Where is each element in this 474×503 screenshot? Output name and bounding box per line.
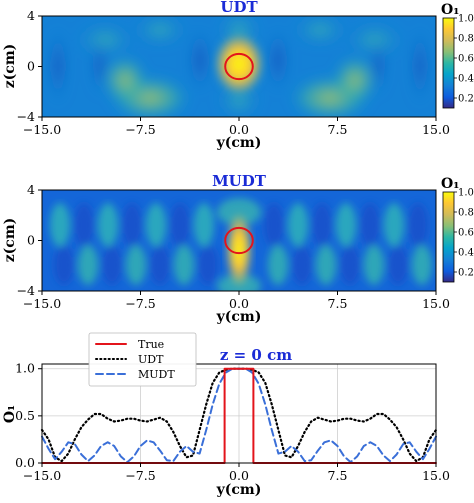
mudt-heatmap-panel: MUDT −15.0 −7.5 0.0 7.5 15.0 4 0 −4 1.0 0.8 0.6 0.4… (2, 172, 474, 325)
x-tick-label: −15.0 (23, 296, 61, 311)
colorbar-tick-label: 0.2 (458, 268, 474, 279)
target-circle (224, 52, 254, 81)
legend-label-true: True (138, 338, 164, 351)
x-tick-label: −7.5 (125, 296, 155, 311)
colorbar-tick-label: 1.0 (458, 14, 474, 25)
colorbar-tick-label: 0.6 (458, 54, 474, 65)
x-tick-label: 7.5 (328, 296, 348, 311)
legend-label-udt: UDT (138, 353, 164, 366)
udt-title: UDT (220, 0, 258, 16)
target-circle (224, 226, 254, 255)
y-tick-label: 0.0 (15, 455, 35, 470)
colorbar-tick-label: 0.8 (458, 208, 474, 219)
x-tick-label: 7.5 (328, 468, 348, 483)
x-tick-label: −7.5 (125, 122, 155, 137)
x-tick-label: 15.0 (422, 296, 450, 311)
y-tick-label: −4 (17, 283, 35, 298)
y-tick-label: 4 (27, 8, 35, 23)
mudt-title: MUDT (212, 172, 267, 190)
line-plot-title: z = 0 cm (220, 346, 292, 364)
y-tick-label: −4 (17, 109, 35, 124)
y-tick-label: 1.0 (15, 361, 35, 376)
mudt-xlabel: y(cm) (216, 309, 262, 325)
colorbar-tick-label: 0.4 (458, 248, 474, 259)
x-tick-label: 15.0 (422, 468, 450, 483)
x-tick-label: 15.0 (422, 122, 450, 137)
legend-label-mudt: MUDT (138, 368, 175, 381)
line-plot-ylabel: O₁ (2, 405, 18, 423)
udt-ylabel: z(cm) (2, 44, 18, 89)
udt-colorbar: O₁ (441, 2, 459, 109)
mudt-colorbar: O₁ (441, 176, 459, 283)
x-tick-label: 0.0 (229, 468, 249, 483)
colorbar-tick-label: 0.8 (458, 34, 474, 45)
x-tick-label: 0.0 (229, 122, 249, 137)
colorbar-tick-label: 1.0 (458, 188, 474, 199)
x-tick-label: 7.5 (328, 122, 348, 137)
x-tick-label: −7.5 (125, 468, 155, 483)
line-plot-panel: z = 0 cm −15.0 −7.5 0.0 7.5 15.0 0.0 0.5 1.0 y(… (2, 332, 450, 498)
y-tick-label: 0 (27, 233, 35, 248)
y-tick-label: 0.5 (15, 408, 35, 423)
mudt-ylabel: z(cm) (2, 218, 18, 263)
udt-heatmap-panel: UDT (2, 0, 474, 151)
colorbar-tick-label: 0.2 (458, 94, 474, 105)
x-tick-label: −15.0 (23, 122, 61, 137)
mudt-heatmap-field (42, 190, 436, 291)
udt-xlabel: y(cm) (216, 135, 262, 151)
legend: True UDT MUDT (88, 332, 197, 387)
udt-colorbar-title: O₁ (441, 2, 459, 18)
mudt-colorbar-title: O₁ (441, 176, 459, 192)
y-tick-label: 4 (27, 182, 35, 197)
colorbar-tick-label: 0.6 (458, 228, 474, 239)
y-tick-label: 0 (27, 59, 35, 74)
x-tick-label: 0.0 (229, 296, 249, 311)
line-plot-xlabel: y(cm) (216, 482, 262, 498)
x-tick-label: −15.0 (23, 468, 61, 483)
udt-heatmap-field (42, 16, 436, 117)
colorbar-tick-label: 0.4 (458, 74, 474, 85)
